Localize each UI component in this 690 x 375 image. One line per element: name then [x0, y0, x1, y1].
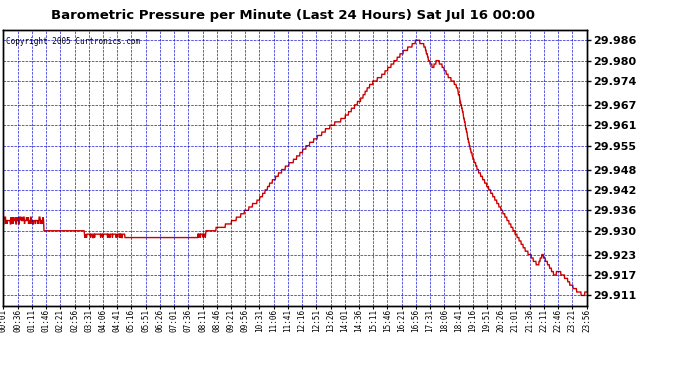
Text: Copyright 2005 Curtronics.com: Copyright 2005 Curtronics.com — [6, 37, 141, 46]
Text: Barometric Pressure per Minute (Last 24 Hours) Sat Jul 16 00:00: Barometric Pressure per Minute (Last 24 … — [51, 9, 535, 22]
